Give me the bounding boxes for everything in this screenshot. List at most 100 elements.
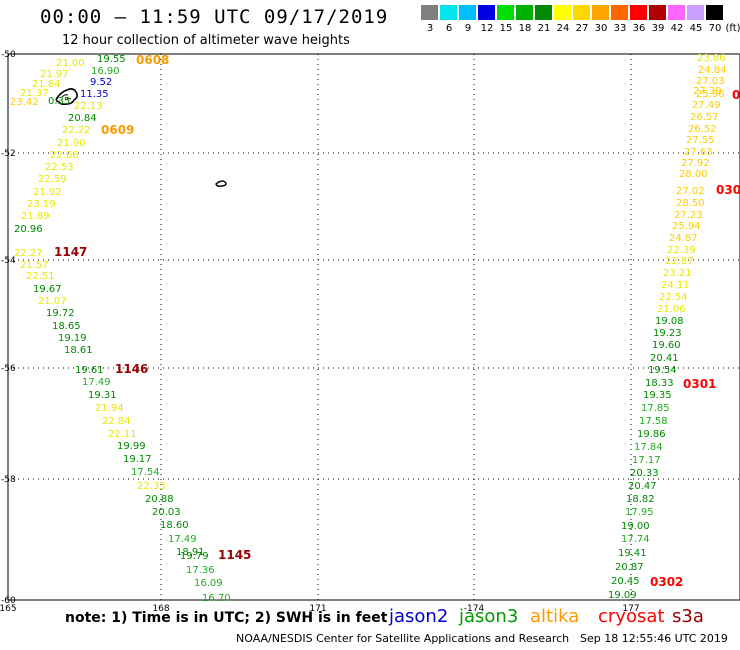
wave-height-value: 20.33 [630,468,659,479]
wave-height-value: 22.11 [108,429,137,440]
wave-height-value: 19.08 [655,316,684,327]
wave-height-value: 22.13 [74,101,103,112]
wave-height-value: 27.92 [681,158,710,169]
wave-height-value: 19.79 [180,551,209,562]
wave-height-value: 9.52 [90,77,112,88]
wave-height-value: 21.94 [95,403,124,414]
longitude-label: 168 [152,604,169,614]
wave-height-value: 21.89 [21,211,50,222]
wave-height-value: 23.42 [10,97,39,108]
wave-height-value: 16.09 [194,578,223,589]
wave-height-value: 21.97 [40,69,69,80]
wave-height-value: 19.23 [653,328,682,339]
wave-height-value: 19.54 [648,365,677,376]
wave-height-value: 19.09 [608,590,637,601]
track-time-labels: 0608 0609 1147 1146 1145 0302 0301 030 0 [54,53,740,589]
longitude-label: 165 [0,604,17,614]
wave-height-value: 17.74 [621,534,650,545]
wave-height-value: 19.19 [58,333,87,344]
wave-height-value: 23.19 [27,199,56,210]
track-time-label: 0608 [136,53,169,67]
track-time-label: 030 [716,183,740,197]
wave-height-value: 20.87 [615,562,644,573]
wave-height-value: 19.86 [637,429,666,440]
scale-label: 27 [575,23,589,34]
scale-label: 9 [464,23,472,34]
wave-height-value: 28.00 [679,169,708,180]
scale-swatch [706,5,723,20]
scale-label: 36 [632,23,646,34]
wave-height-value: 18.82 [626,494,655,505]
longitude-label: -174 [464,604,485,614]
wave-height-value: 11.35 [80,89,109,100]
scale-swatch [554,5,571,20]
wave-height-value: 20.96 [14,224,43,235]
wave-height-value: 22.39 [667,245,696,256]
wave-height-value: 17.54 [131,467,160,478]
wave-height-value: 22.51 [26,271,55,282]
track-time-label: 0609 [101,123,134,137]
wave-height-value: 17.49 [82,377,111,388]
satellite-cryosat: cryosat [598,606,665,627]
auckland-islands-detail [61,94,72,101]
scale-label: 39 [651,23,665,34]
satellite-altika: altika [530,606,580,627]
wave-height-value: 18.61 [64,345,93,356]
scale-swatch [649,5,666,20]
wave-height-value: 21.07 [38,296,67,307]
wave-height-value: 27.49 [692,100,721,111]
scale-label: 6 [445,23,453,34]
wave-height-value: 20.41 [650,353,679,364]
wave-height-value: 26.52 [688,124,717,135]
wave-height-value: 22.33 [137,481,166,492]
wave-height-value: 19.00 [621,521,650,532]
scale-swatch [516,5,533,20]
wave-height-value: 27.63 [684,147,713,158]
scale-label: 12 [480,23,494,34]
wave-height-value: 22.66 [50,150,79,161]
wave-height-value: 19.60 [652,340,681,351]
wave-height-value: 19.67 [33,284,62,295]
wave-height-value: 23.86 [697,53,726,64]
scale-swatch [459,5,476,20]
wave-height-value: 18.60 [160,520,189,531]
latitude-label: -50 [1,50,16,60]
scale-label: 42 [670,23,684,34]
wave-height-value: 27.23 [674,210,703,221]
satellite-jason2: jason2 [389,606,449,627]
latitude-label: -56 [1,364,16,374]
wave-height-value: 21.90 [57,138,86,149]
scale-swatch [611,5,628,20]
track-time-label: 1145 [218,548,251,562]
wave-height-value: 27.55 [686,135,715,146]
scale-label: 18 [518,23,532,34]
wave-height-value: 27.02 [676,186,705,197]
scale-swatch [440,5,457,20]
wave-height-value: 22.84 [102,416,131,427]
longitude-label: 171 [309,604,326,614]
wave-height-value: 24.87 [669,233,698,244]
wave-height-value: 18.91 [176,547,205,558]
wave-height-value: 24.11 [661,280,690,291]
wave-height-value: 19.61 [75,365,104,376]
wave-height-value: 25.96 [696,89,725,100]
wave-height-value: 21.57 [20,260,49,271]
wave-height-value: 17.85 [641,403,670,414]
wave-height-value: 0.35 [48,96,70,107]
wave-height-value: 19.17 [123,454,152,465]
scale-swatch [630,5,647,20]
wave-height-value: 17.36 [186,565,215,576]
islands-layer [55,88,227,187]
satellite-s3a: s3a [672,606,704,627]
wave-height-value: 16.90 [91,66,120,77]
wave-height-value: 19.35 [643,390,672,401]
campbell-island [215,180,227,187]
latitude-label: -58 [1,475,16,485]
credit-text: NOAA/NESDIS Center for Satellite Applica… [236,632,570,645]
wave-height-value: 25.94 [672,221,701,232]
wave-height-value: 17.95 [625,507,654,518]
wave-height-value: 22.53 [45,162,74,173]
track-time-label: 0301 [683,377,716,391]
generated-timestamp: Sep 18 12:55:46 UTC 2019 [580,632,728,645]
